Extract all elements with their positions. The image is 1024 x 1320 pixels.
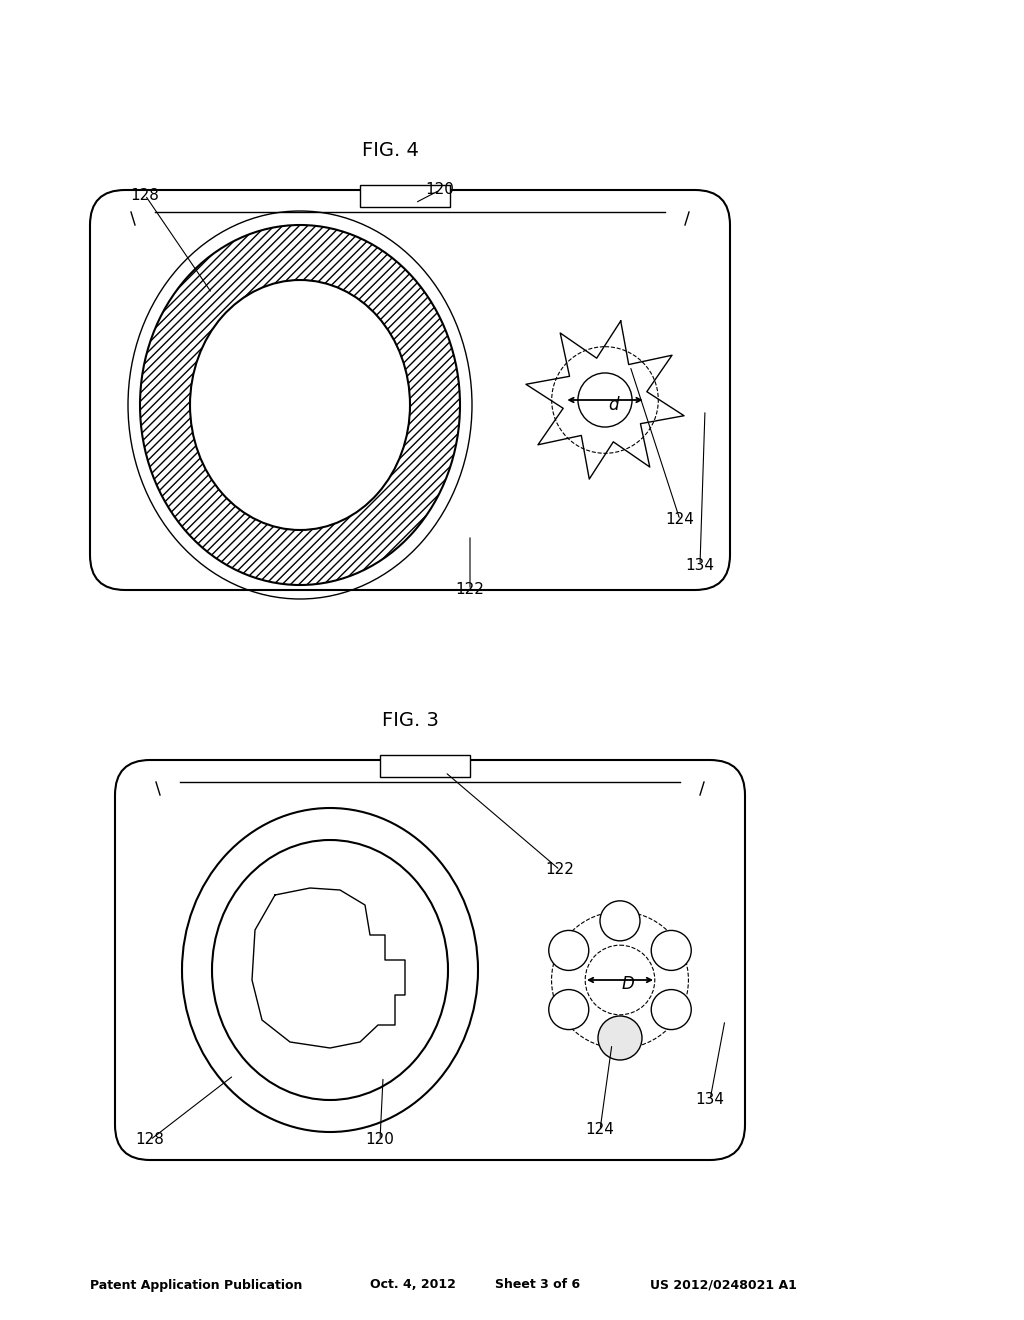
Text: 124: 124 — [586, 1122, 614, 1138]
Text: 122: 122 — [546, 862, 574, 878]
Text: FIG. 3: FIG. 3 — [382, 710, 438, 730]
Ellipse shape — [578, 374, 632, 428]
Ellipse shape — [190, 280, 410, 531]
FancyBboxPatch shape — [115, 760, 745, 1160]
Text: 120: 120 — [426, 182, 455, 198]
Text: Patent Application Publication: Patent Application Publication — [90, 1279, 302, 1291]
Ellipse shape — [600, 1019, 640, 1059]
Polygon shape — [526, 321, 684, 479]
Ellipse shape — [598, 1016, 642, 1060]
Ellipse shape — [552, 912, 688, 1048]
Text: Sheet 3 of 6: Sheet 3 of 6 — [495, 1279, 581, 1291]
Text: 128: 128 — [135, 1133, 165, 1147]
Ellipse shape — [549, 931, 589, 970]
Text: Oct. 4, 2012: Oct. 4, 2012 — [370, 1279, 456, 1291]
Ellipse shape — [549, 990, 589, 1030]
Text: 124: 124 — [666, 512, 694, 528]
Text: 122: 122 — [456, 582, 484, 598]
Text: 134: 134 — [685, 557, 715, 573]
Text: d: d — [608, 396, 618, 414]
Text: 120: 120 — [366, 1133, 394, 1147]
Ellipse shape — [182, 808, 478, 1133]
Ellipse shape — [140, 224, 460, 585]
Ellipse shape — [651, 990, 691, 1030]
Ellipse shape — [651, 931, 691, 970]
Bar — [380, 755, 470, 777]
FancyBboxPatch shape — [90, 190, 730, 590]
Text: 128: 128 — [131, 187, 160, 202]
Ellipse shape — [585, 945, 654, 1015]
Text: US 2012/0248021 A1: US 2012/0248021 A1 — [650, 1279, 797, 1291]
Text: D: D — [622, 975, 635, 993]
Bar — [360, 185, 450, 207]
Ellipse shape — [212, 840, 449, 1100]
Text: FIG. 4: FIG. 4 — [361, 140, 419, 160]
Ellipse shape — [600, 900, 640, 941]
Text: 134: 134 — [695, 1093, 725, 1107]
